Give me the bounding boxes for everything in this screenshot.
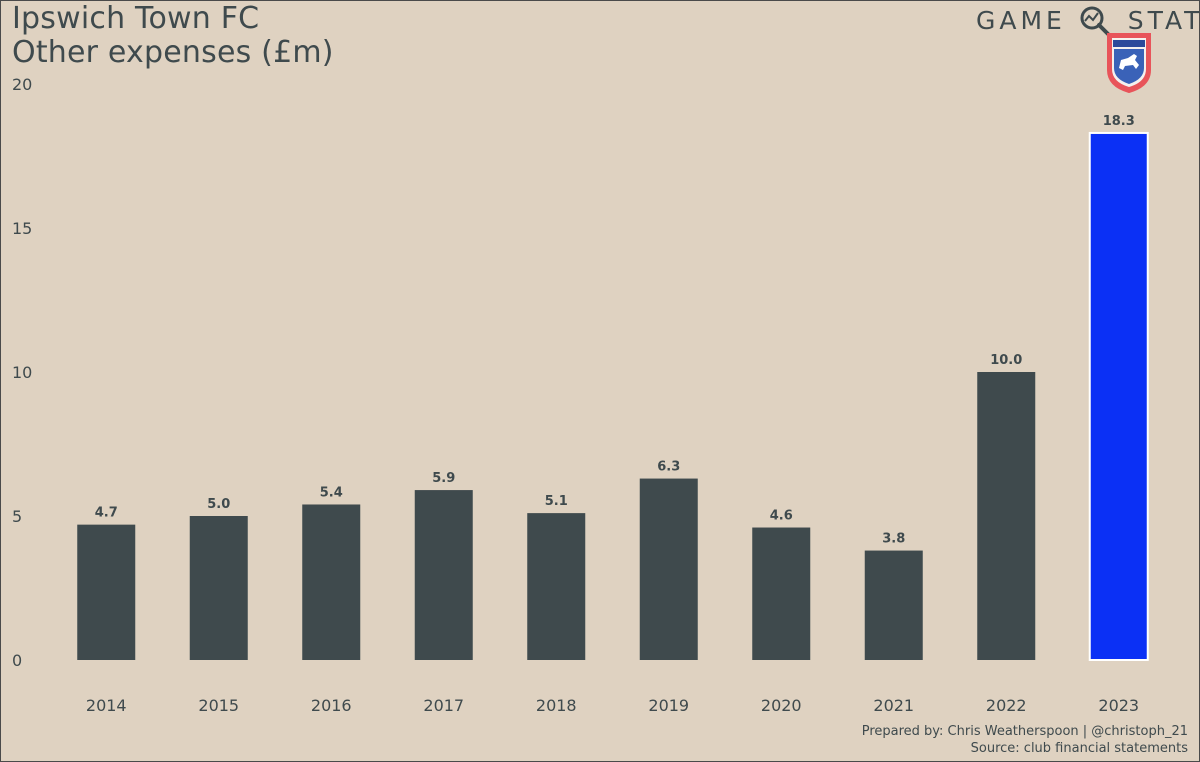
game-state-logo: GAME STATE xyxy=(976,4,1200,36)
logo-word-game: GAME xyxy=(976,6,1066,35)
magnifier-icon xyxy=(1080,6,1110,36)
chart-title: Ipswich Town FC Other expenses (£m) xyxy=(12,2,334,70)
title-line-1: Ipswich Town FC xyxy=(12,1,260,36)
prepared-by-text: Prepared by: Chris Weatherspoon | @chris… xyxy=(861,724,1188,739)
ipswich-town-crest-icon xyxy=(1107,33,1151,94)
logo-word-state: STATE xyxy=(1127,6,1200,35)
source-text: Source: club financial statements xyxy=(970,741,1188,756)
credits: Prepared by: Chris Weatherspoon | @chris… xyxy=(862,723,1188,757)
title-line-2: Other expenses (£m) xyxy=(12,35,334,70)
